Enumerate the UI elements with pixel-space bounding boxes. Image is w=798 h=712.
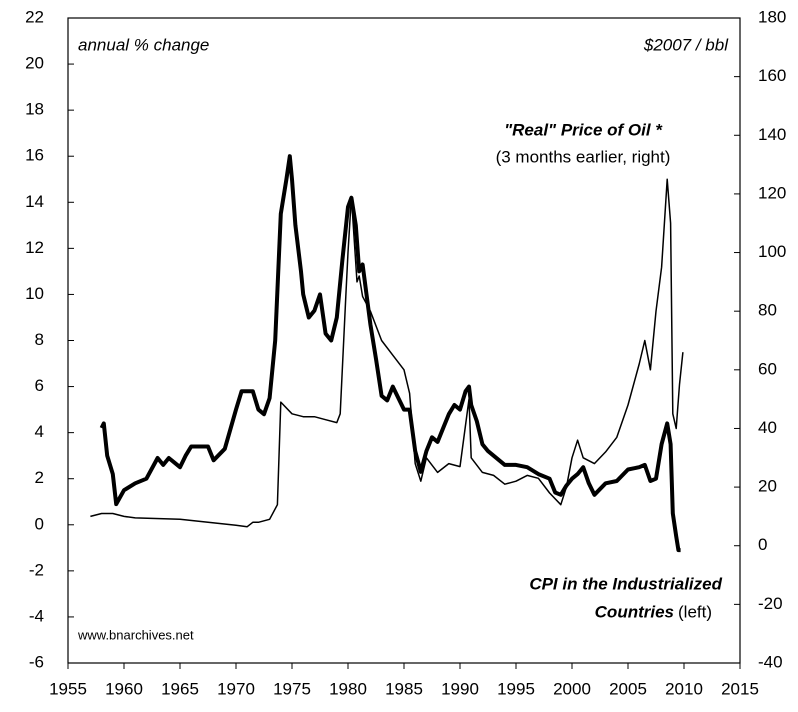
x-tick-label: 1970: [217, 679, 255, 698]
y-tick-label: 12: [25, 238, 44, 257]
cpi-sublabel: (left): [678, 602, 712, 621]
plot-frame: [67, 17, 741, 664]
y2-tick-label: -20: [758, 594, 783, 613]
series-line: [99, 154, 681, 553]
source: www.bnarchives.net: [77, 627, 194, 642]
y2-tick-label: 0: [758, 535, 767, 554]
x-tick-label: 1965: [161, 679, 199, 698]
y2-tick-label: 180: [758, 7, 786, 26]
x-tick-label: 2005: [609, 679, 647, 698]
y2-tick-label: 20: [758, 477, 777, 496]
y-tick-label: 10: [25, 284, 44, 303]
x-tick-label: 2000: [553, 679, 591, 698]
y-tick-label: 20: [25, 54, 44, 73]
y-tick-label: 2: [35, 468, 44, 487]
y2-tick-label: 160: [758, 66, 786, 85]
y-tick-label: 22: [25, 7, 44, 26]
x-tick-label: 1960: [105, 679, 143, 698]
y2-tick-label: 140: [758, 125, 786, 144]
y-tick-label: 14: [25, 192, 44, 211]
y-tick-label: 8: [35, 330, 44, 349]
right-unit: $2007 / bbl: [643, 35, 729, 54]
y-tick-label: 0: [35, 514, 44, 533]
oil-label: "Real" Price of Oil *: [504, 120, 663, 139]
left-unit: annual % change: [78, 35, 209, 54]
cpi-label: CPI in the Industrialized: [529, 574, 722, 593]
y2-tick-label: 100: [758, 242, 786, 261]
y2-tick-label: 60: [758, 359, 777, 378]
y-tick-label: 6: [35, 376, 44, 395]
y2-tick-label: 120: [758, 183, 786, 202]
x-tick-label: 1990: [441, 679, 479, 698]
oil-sublabel: (3 months earlier, right): [496, 147, 671, 166]
y-tick-label: 18: [25, 100, 44, 119]
y-tick-label: 16: [25, 146, 44, 165]
y-tick-label: -4: [29, 606, 44, 625]
x-tick-label: 1955: [49, 679, 87, 698]
x-tick-label: 1975: [273, 679, 311, 698]
y2-tick-label: 40: [758, 418, 777, 437]
y-tick-label: 4: [35, 422, 44, 441]
x-tick-label: 1995: [497, 679, 535, 698]
x-tick-label: 1985: [385, 679, 423, 698]
x-tick-label: 2015: [721, 679, 759, 698]
y-tick-label: -6: [29, 652, 44, 671]
x-tick-label: 2010: [665, 679, 703, 698]
y2-tick-label: 80: [758, 301, 777, 320]
y2-tick-label: -40: [758, 652, 783, 671]
series-line: [90, 178, 684, 528]
y-tick-label: -2: [29, 560, 44, 579]
x-tick-label: 1980: [329, 679, 367, 698]
cpi-label: Countries: [595, 602, 674, 621]
